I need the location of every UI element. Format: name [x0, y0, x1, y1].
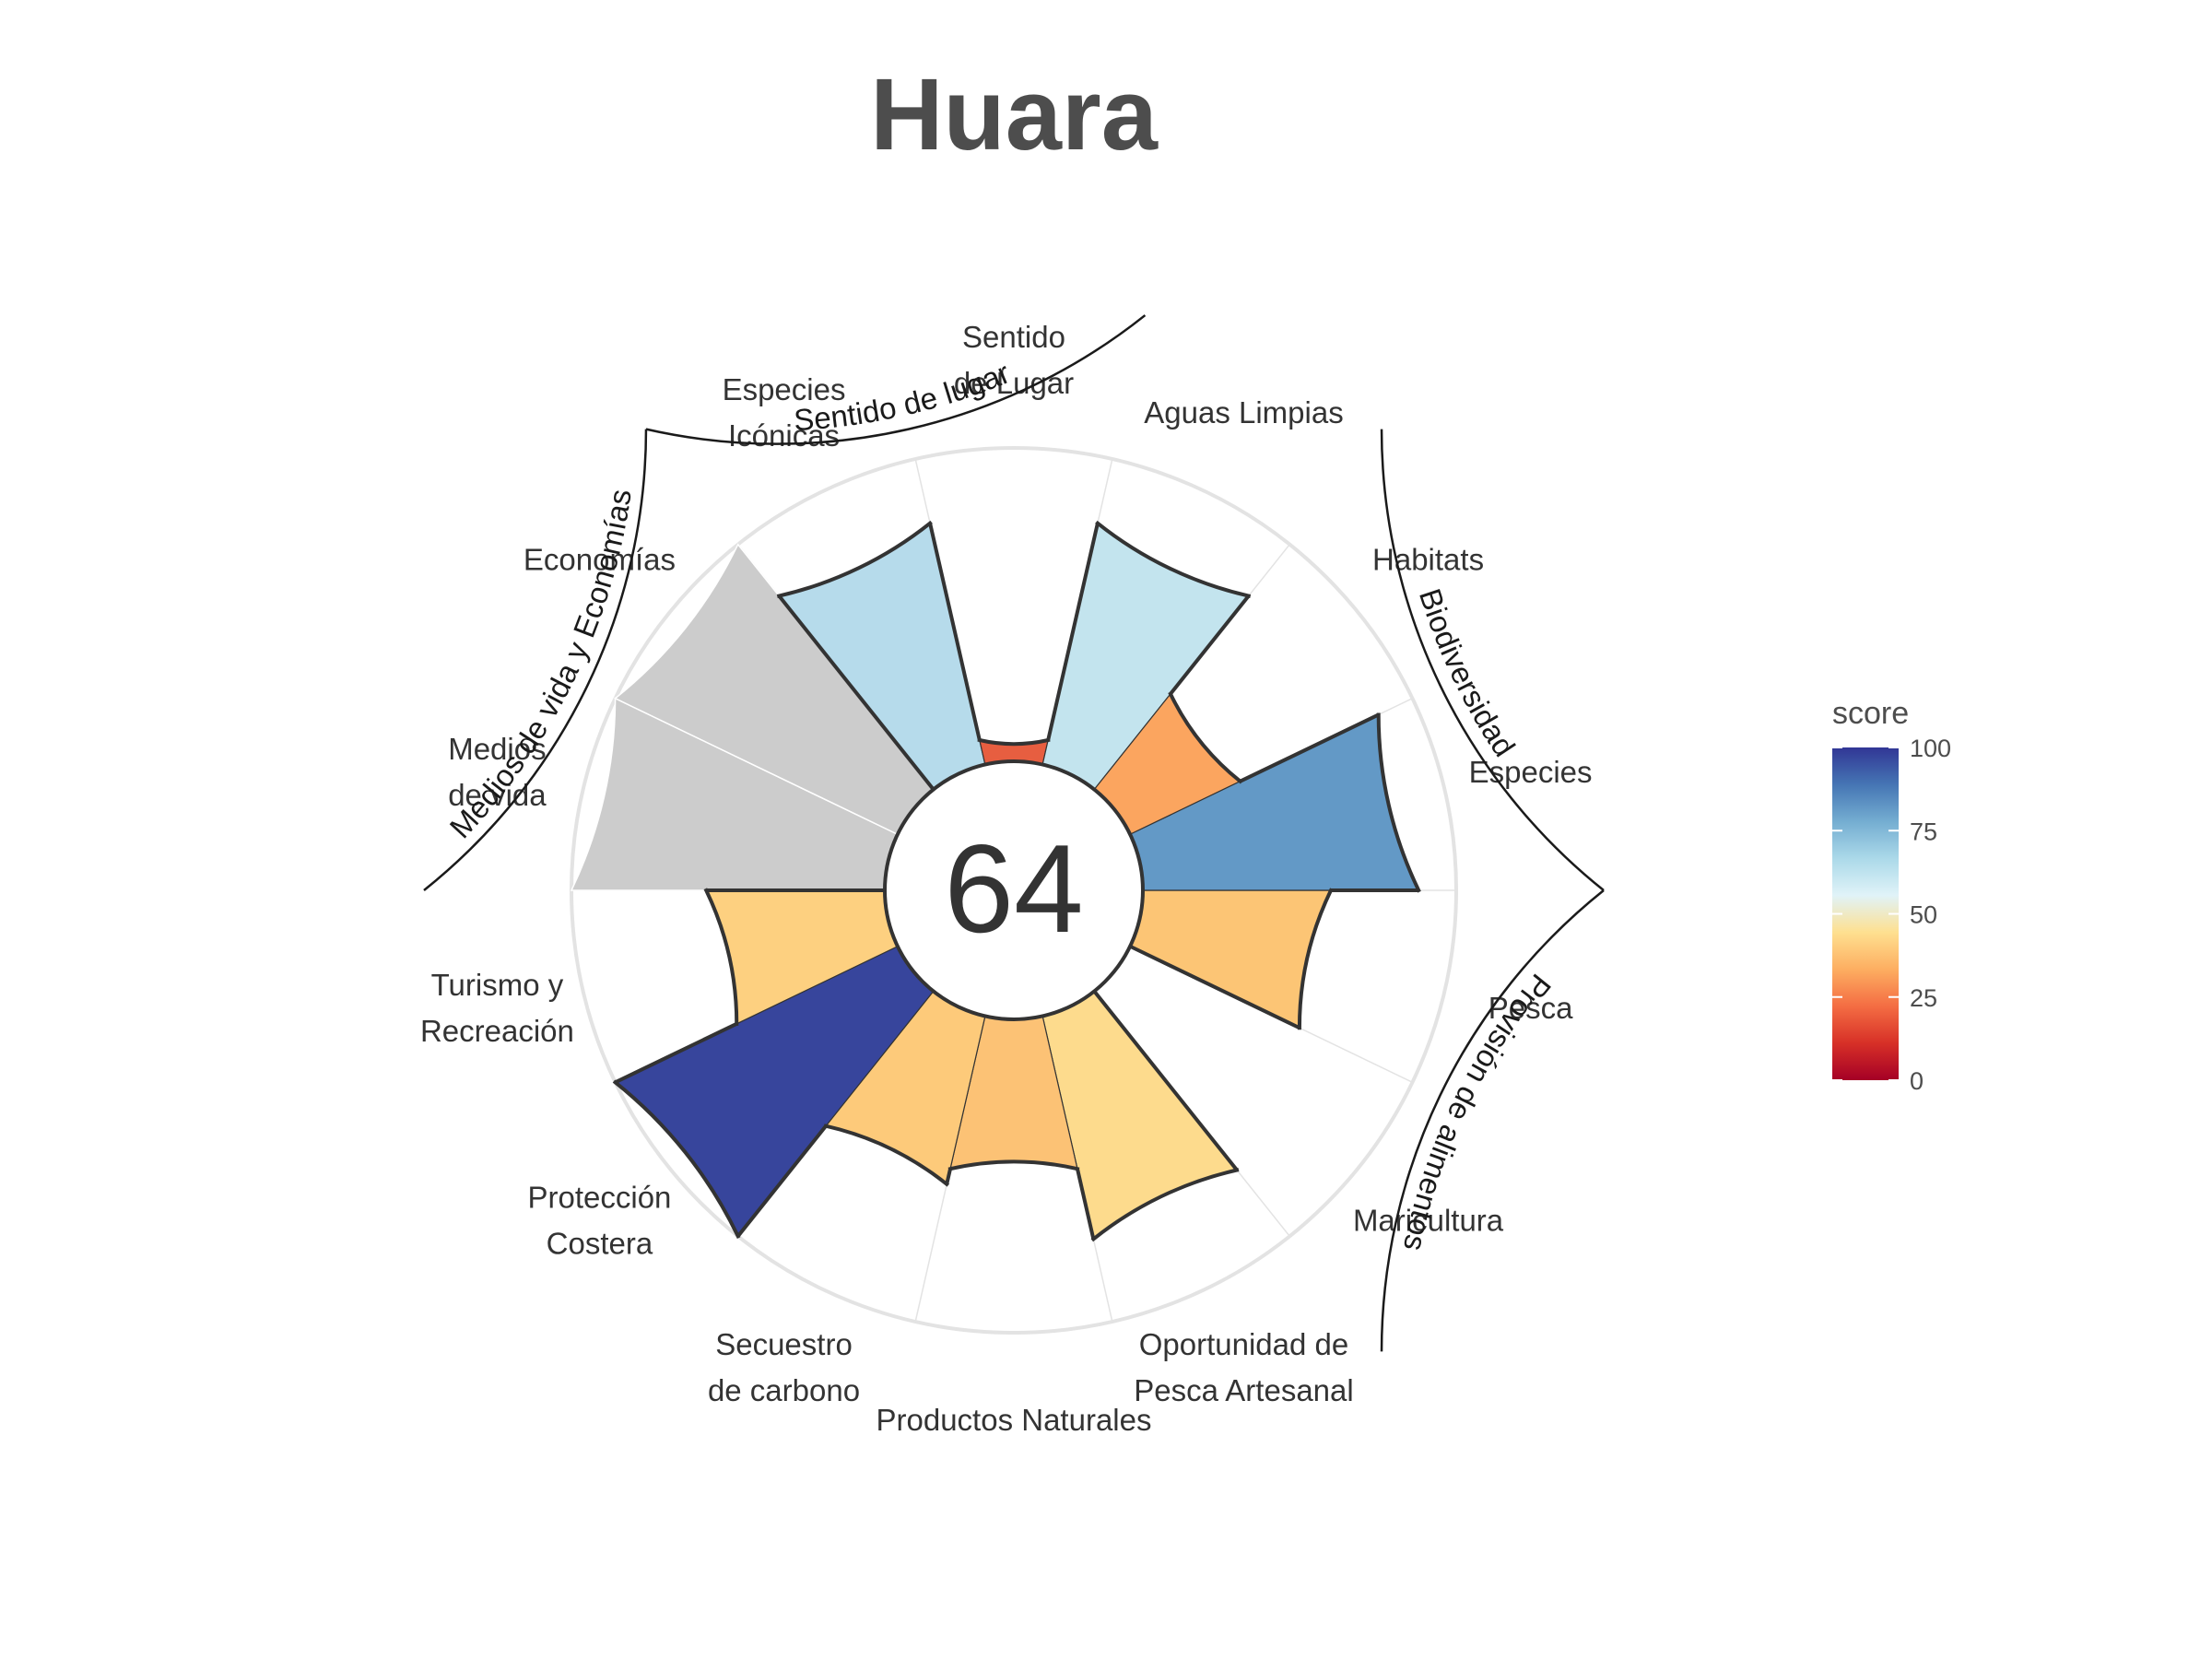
- petal-edge: [1239, 712, 1380, 783]
- petal-secuestro-de-carbono-outline: [823, 1124, 950, 1187]
- label-turismo-y-recreacion: Turismo y Recreación: [420, 968, 574, 1048]
- center-circle: [883, 759, 1145, 1021]
- label-especies: Especies: [1469, 755, 1593, 789]
- group-arc-sentido-de-lugar: [645, 314, 1147, 445]
- legend-ticks: 0 25 50 75 100: [1832, 735, 1951, 1095]
- label-proteccion-costera: Protección Costera: [527, 1181, 671, 1261]
- label-secuestro-de-carbono: Secuestro de carbono: [708, 1327, 860, 1407]
- label-maricultura: Maricultura: [1353, 1204, 1504, 1238]
- petal-proteccion-costera-outline: [612, 1079, 741, 1239]
- center-score: 64: [944, 818, 1083, 959]
- group-arc-provision-de-alimentos: [1380, 889, 1605, 1352]
- petal-edge: [777, 594, 935, 791]
- petal-labels: Pesca Maricultura Oportunidad de Pesca Arte…: [420, 320, 1593, 1437]
- legend-tick-label: 0: [1910, 1067, 1924, 1095]
- legend-tick-label: 100: [1910, 735, 1951, 762]
- label-habitats: Habitats: [1372, 542, 1484, 576]
- group-arc-medios-de-vida-y-economias: [423, 429, 648, 891]
- petal-turismo-y-recreacion-outline: [703, 888, 739, 1026]
- score-legend: score 0 25 50 75 100: [1832, 696, 1951, 1095]
- petal-productos-naturales-outline: [947, 1159, 1080, 1171]
- label-productos-naturales: Productos Naturales: [877, 1403, 1152, 1437]
- petal-edge: [1046, 523, 1100, 741]
- petal-especies-iconicas-outline: [776, 520, 933, 598]
- legend-tick-label: 75: [1910, 818, 1937, 845]
- center: 64: [883, 759, 1145, 1021]
- petals: [570, 520, 1421, 1242]
- petal-especies-outline: [1376, 712, 1421, 893]
- group-arc-biodiversidad: [1380, 429, 1605, 891]
- legend-colorbar: [1832, 747, 1899, 1080]
- chart-title: Huara: [870, 58, 1159, 171]
- legend-tick-label: 50: [1910, 901, 1937, 929]
- petal-oportunidad-de-pesca-artesanal: [1041, 990, 1239, 1241]
- petal-edge: [1129, 944, 1300, 1030]
- legend-tick-label: 25: [1910, 984, 1937, 1012]
- petal-habitats-outline: [1168, 691, 1243, 784]
- petal-edge: [1169, 594, 1251, 696]
- petal-edge: [1076, 1168, 1096, 1240]
- petal-edge: [1092, 990, 1239, 1171]
- petal-sentido-de-lugar-outline: [977, 737, 1051, 747]
- petal-oportunidad-de-pesca-artesanal-outline: [1090, 1168, 1240, 1242]
- petal-aguas-limpias-outline: [1095, 520, 1252, 598]
- petal-edge: [928, 523, 982, 741]
- label-pesca: Pesca: [1488, 991, 1573, 1025]
- label-oportunidad-de-pesca-artesanal: Oportunidad de Pesca Artesanal: [1134, 1327, 1353, 1407]
- petal-edge: [945, 1168, 952, 1185]
- petal-edge: [736, 1124, 828, 1238]
- label-economias: Economías: [524, 542, 676, 576]
- label-aguas-limpias: Aguas Limpias: [1144, 395, 1343, 429]
- petal-edge: [614, 1022, 738, 1085]
- petal-pesca-outline: [1297, 888, 1334, 1030]
- legend-title: score: [1832, 696, 1909, 731]
- label-especies-iconicas: Especies Icónicas: [723, 372, 846, 453]
- label-medios-de-vida: Medios de vida: [448, 732, 547, 812]
